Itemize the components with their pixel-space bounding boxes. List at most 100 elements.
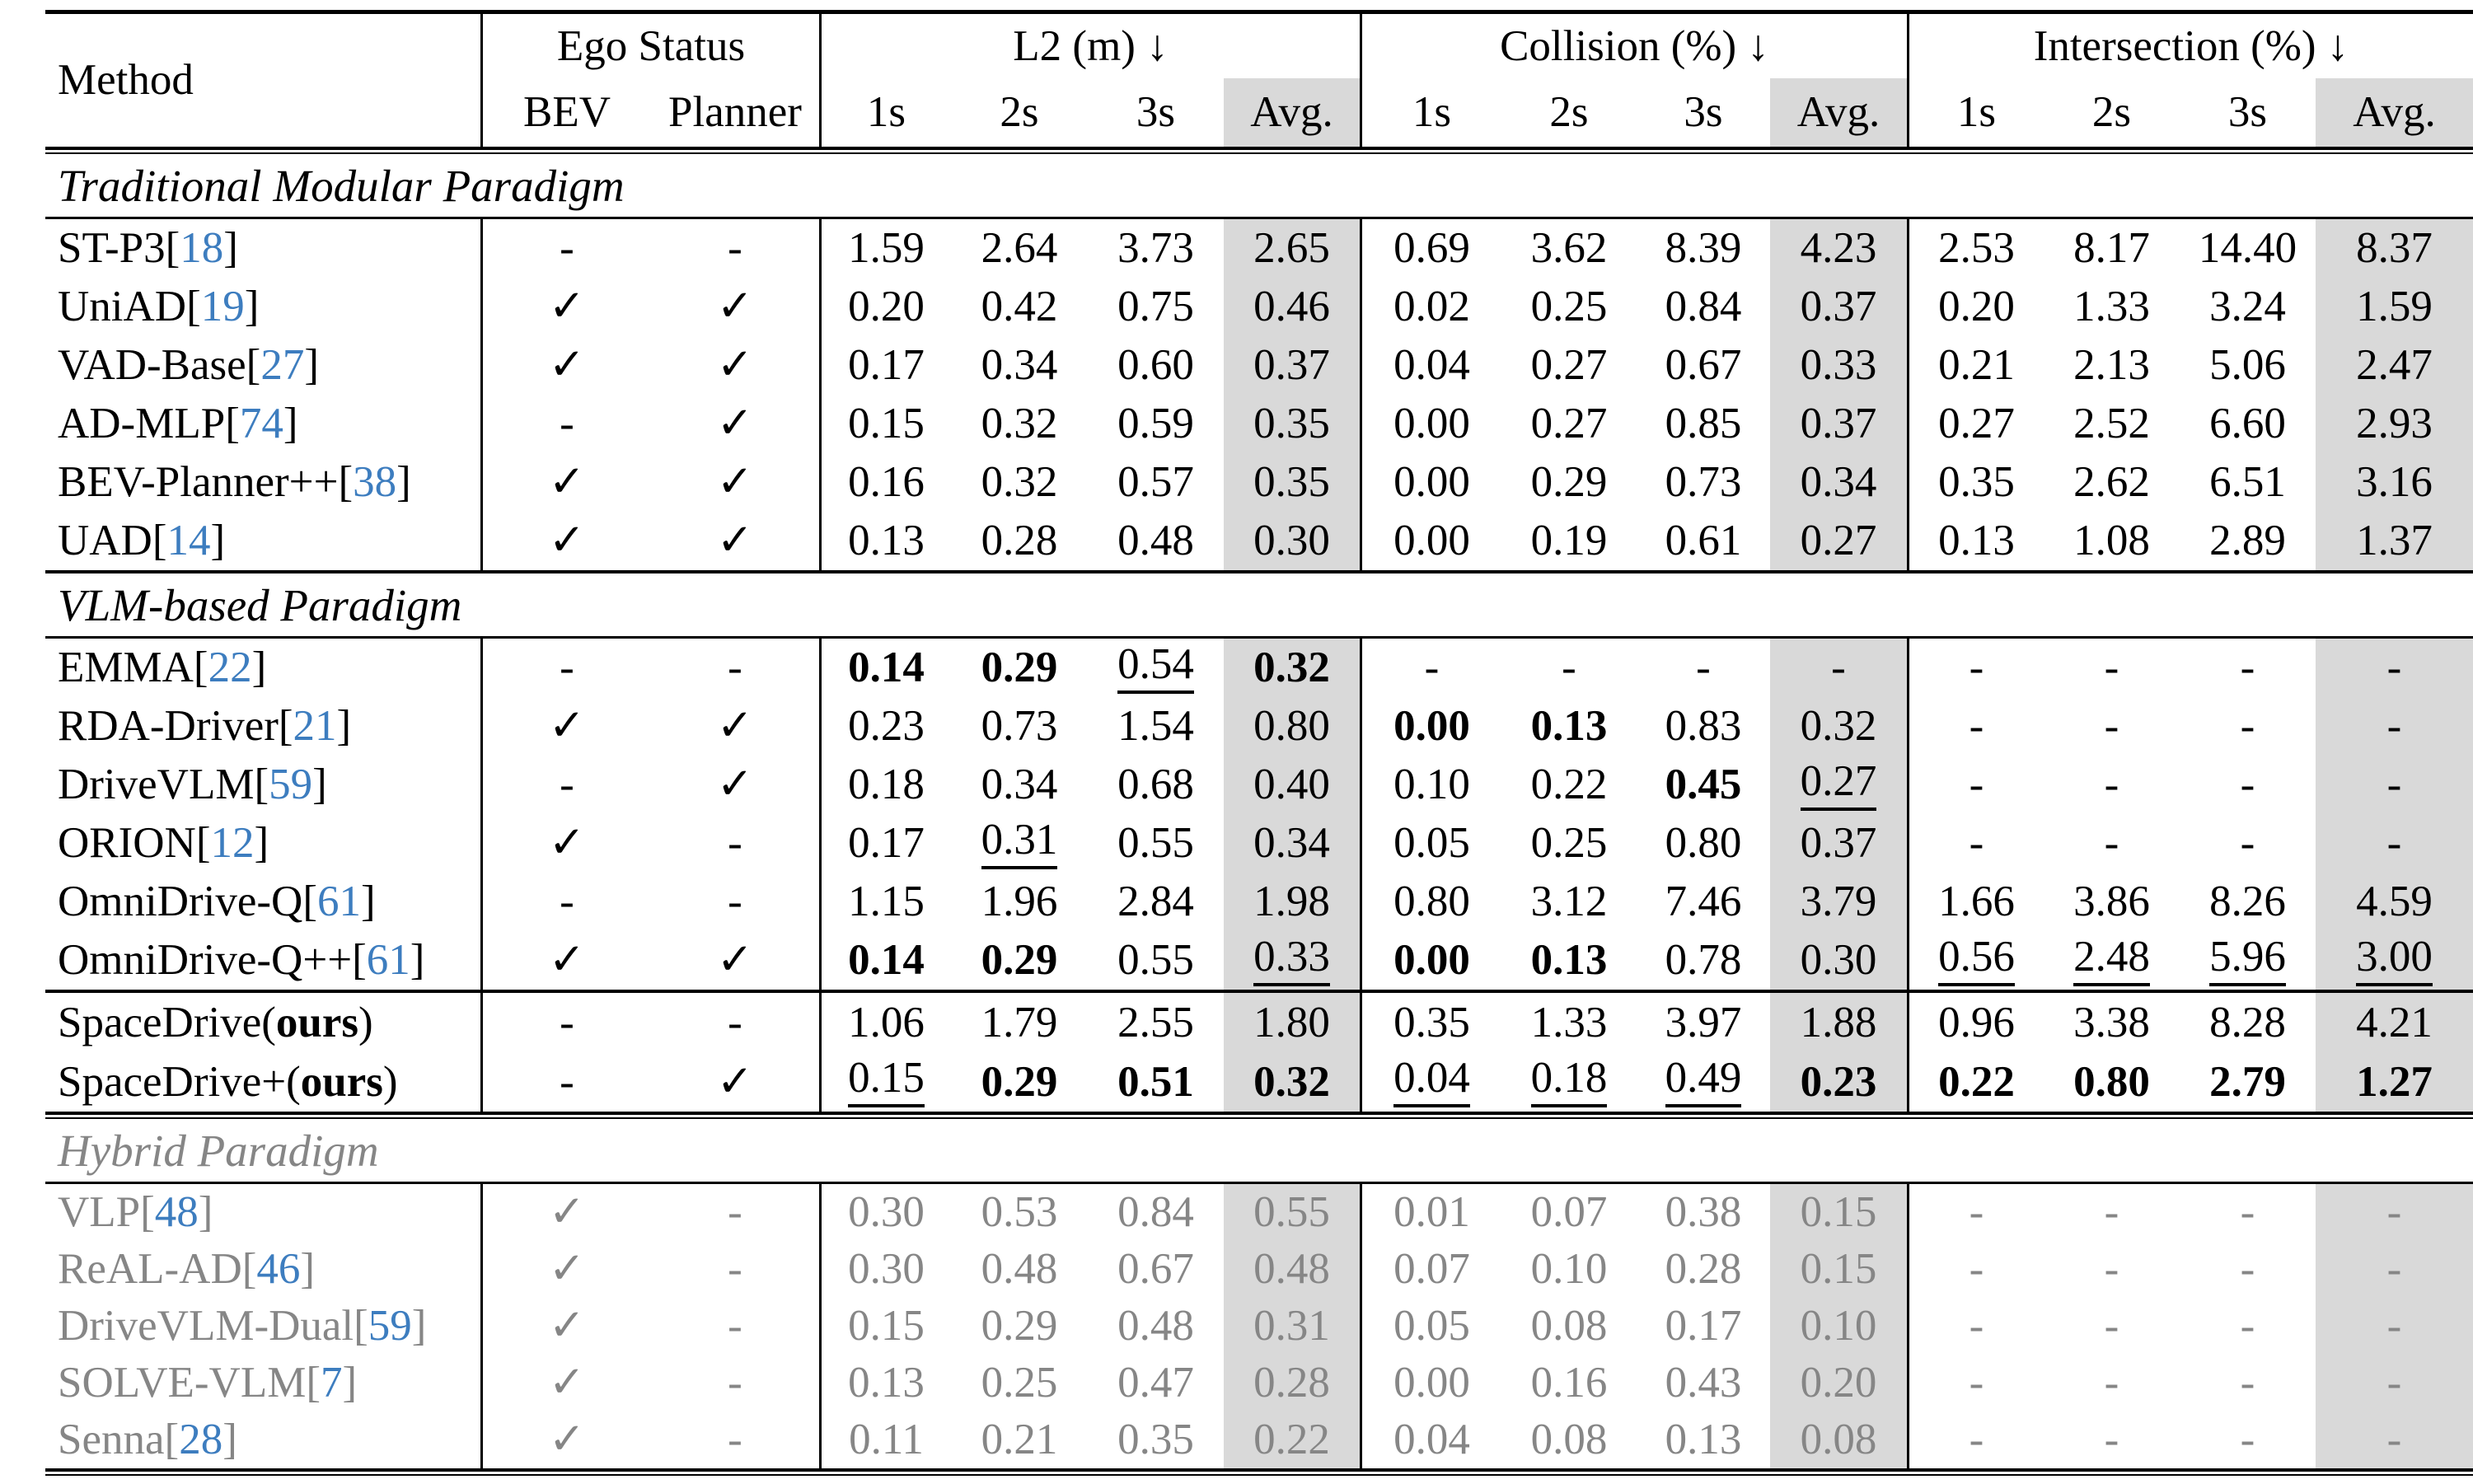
intersection-3s-cell: -	[2180, 756, 2316, 814]
section-rule	[45, 636, 2473, 639]
section-rule	[45, 217, 2473, 219]
metric-value: -	[1969, 644, 1984, 691]
header-col-l2-3s: 3s	[1136, 88, 1176, 136]
metric-value: ✓	[548, 936, 586, 984]
collision-1s-cell: 0.69	[1360, 219, 1501, 278]
l2-2s-cell: 0.25	[951, 1355, 1088, 1411]
citation-link[interactable]: 61	[366, 936, 410, 984]
method-name: DriveVLM-Dual	[58, 1302, 354, 1350]
metric-value: 0.04	[1393, 1416, 1470, 1463]
intersection-1s-cell: 0.20	[1907, 278, 2044, 336]
metric-value: 2.52	[2073, 400, 2150, 447]
metric-value: 1.33	[2073, 283, 2150, 330]
collision-2s-cell: -	[1501, 639, 1637, 697]
intersection-1s-cell: 2.53	[1907, 219, 2044, 278]
citation-link[interactable]: 59	[368, 1302, 412, 1350]
collision-3s-cell: 0.80	[1637, 814, 1770, 873]
metric-value: -	[1831, 644, 1846, 691]
metric-value: 0.37	[1800, 400, 1877, 447]
citation-link[interactable]: 12	[210, 819, 255, 867]
citation-link[interactable]: 18	[180, 224, 224, 272]
metric-value: -	[728, 1245, 742, 1293]
intersection-3s-cell: -	[2180, 639, 2316, 697]
metric-value: 2.84	[1117, 878, 1194, 925]
method-name: VLP	[58, 1188, 141, 1236]
intersection-1s-cell: -	[1907, 756, 2044, 814]
metric-value: -	[1969, 702, 1984, 750]
l2-avg-cell: 0.32	[1224, 639, 1360, 697]
citation-link[interactable]: 7	[321, 1359, 343, 1407]
metric-value: 5.96	[2209, 934, 2286, 986]
bev-status-cell: ✓	[480, 814, 651, 873]
metric-value: ✓	[548, 702, 586, 750]
metric-value: 0.61	[1665, 517, 1742, 564]
metric-value: -	[2104, 702, 2119, 750]
metric-value: -	[2386, 819, 2402, 867]
collision-3s-cell: 0.61	[1637, 512, 1770, 570]
metric-value: 0.15	[848, 1056, 925, 1107]
metric-value: 3.38	[2073, 998, 2150, 1046]
l2-1s-cell: 0.15	[819, 1298, 951, 1355]
citation-link[interactable]: 59	[269, 761, 313, 808]
metric-value: 0.32	[981, 400, 1058, 447]
citation-link[interactable]: 48	[154, 1188, 199, 1236]
citation-link[interactable]: 74	[239, 400, 283, 447]
l2-3s-cell: 0.55	[1088, 814, 1224, 873]
collision-1s-cell: 0.04	[1360, 1411, 1501, 1468]
metric-value: -	[728, 1188, 742, 1236]
method-name: RDA-Driver	[58, 702, 279, 750]
metric-value: 0.07	[1530, 1188, 1608, 1236]
metric-value: 0.60	[1117, 341, 1194, 389]
bev-status-cell: ✓	[480, 1355, 651, 1411]
citation-link[interactable]: 22	[208, 644, 252, 691]
metric-value: -	[560, 400, 574, 447]
collision-1s-cell: 0.35	[1360, 993, 1501, 1052]
citation-link[interactable]: 14	[166, 517, 211, 564]
method-cell: UAD [14]	[58, 517, 226, 564]
metric-value: -	[2240, 819, 2255, 867]
metric-value: 3.79	[1800, 878, 1877, 925]
citation-link[interactable]: 61	[316, 878, 361, 925]
l2-2s-cell: 0.31	[951, 814, 1088, 873]
citation-link[interactable]: 38	[353, 458, 397, 506]
metric-value: 0.67	[1665, 341, 1742, 389]
collision-1s-cell: 0.80	[1360, 873, 1501, 931]
l2-3s-cell: 0.57	[1088, 453, 1224, 512]
metric-value: 0.00	[1393, 1359, 1470, 1407]
intersection-1s-cell: 0.27	[1907, 395, 2044, 453]
l2-1s-cell: 0.16	[819, 453, 951, 512]
metric-value: -	[2240, 761, 2255, 808]
metric-value: 0.48	[1253, 1245, 1330, 1293]
l2-3s-cell: 0.47	[1088, 1355, 1224, 1411]
collision-3s-cell: 0.38	[1637, 1184, 1770, 1241]
planner-status-cell: ✓	[651, 1052, 819, 1112]
collision-1s-cell: 0.07	[1360, 1241, 1501, 1298]
metric-value: 3.62	[1530, 224, 1608, 272]
metric-value: 0.35	[1117, 1416, 1194, 1463]
citation-link[interactable]: 46	[256, 1245, 301, 1293]
planner-status-cell: -	[651, 639, 819, 697]
intersection-1s-cell: -	[1907, 1241, 2044, 1298]
metric-value: 0.51	[1117, 1057, 1194, 1106]
citation-link[interactable]: 27	[260, 341, 305, 389]
metric-value: 0.55	[1117, 936, 1194, 984]
results-table: Method Ego Status L2 (m) ↓ Collision (%)…	[45, 10, 2473, 1476]
l2-3s-cell: 2.55	[1088, 993, 1224, 1052]
metric-value: 0.13	[1938, 517, 2015, 564]
collision-1s-cell: 0.00	[1360, 931, 1501, 990]
citation-link[interactable]: 19	[200, 283, 245, 330]
intersection-1s-cell: 0.22	[1907, 1052, 2044, 1112]
metric-value: 0.35	[1938, 458, 2015, 506]
intersection-2s-cell: 3.86	[2044, 873, 2180, 931]
collision-2s-cell: 3.62	[1501, 219, 1637, 278]
metric-value: 0.20	[1938, 283, 2015, 330]
metric-value: 0.73	[1665, 458, 1742, 506]
intersection-2s-cell: -	[2044, 756, 2180, 814]
citation-link[interactable]: 21	[293, 702, 337, 750]
metric-value: 0.34	[981, 761, 1058, 808]
intersection-2s-cell: -	[2044, 1411, 2180, 1468]
section-title-vlm: VLM-based Paradigm	[58, 579, 462, 630]
collision-avg-cell: 0.30	[1770, 931, 1907, 990]
metric-value: 0.29	[981, 936, 1058, 984]
citation-link[interactable]: 28	[179, 1416, 223, 1463]
